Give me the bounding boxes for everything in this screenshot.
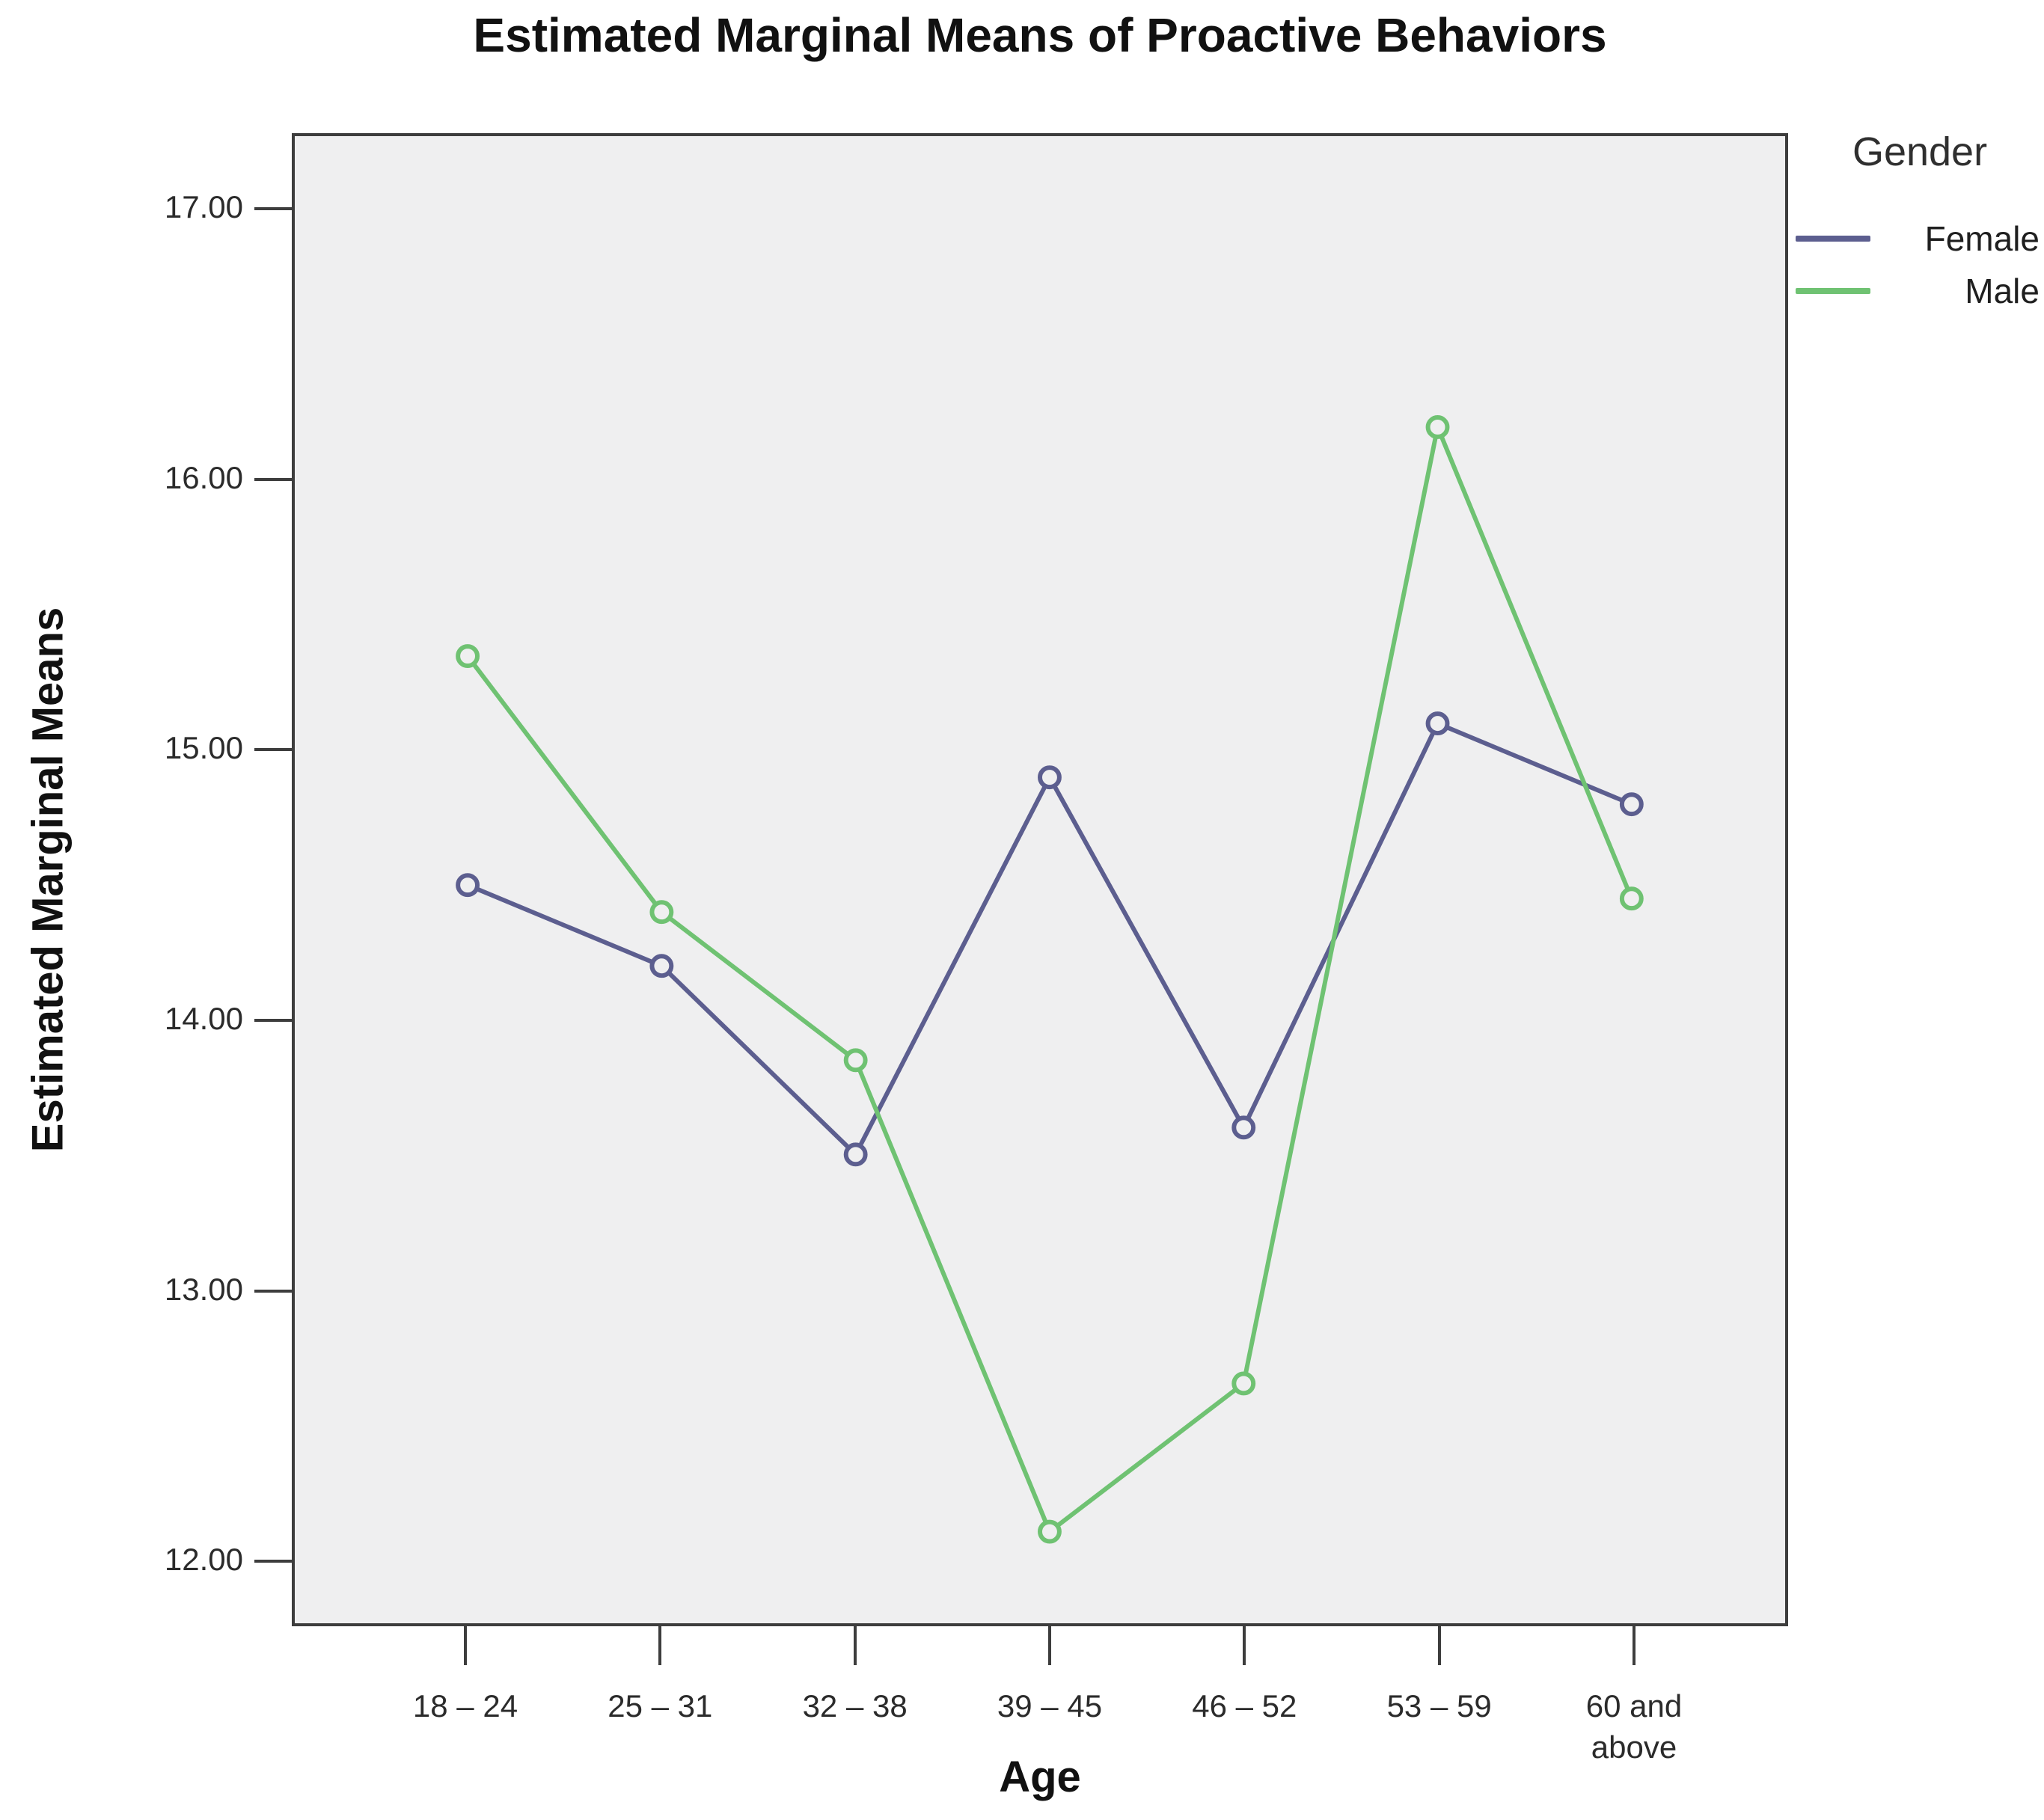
female-data-point-marker xyxy=(649,954,674,978)
chart-title: Estimated Marginal Means of Proactive Be… xyxy=(473,8,1607,62)
female-data-point-marker xyxy=(1425,711,1450,736)
x-tick-label: 60 and above xyxy=(1585,1688,1683,1765)
plot-area xyxy=(292,133,1788,1626)
male-data-point-marker xyxy=(649,900,674,925)
legend: Gender Female Male xyxy=(1796,129,2044,323)
y-tick-mark xyxy=(254,1560,292,1563)
y-tick-mark xyxy=(254,207,292,211)
y-tick-label: 15.00 xyxy=(164,730,243,766)
x-tick-mark xyxy=(853,1626,857,1665)
female-data-point-marker xyxy=(1231,1115,1256,1140)
male-line-swatch-icon xyxy=(1796,288,1870,294)
y-tick-label: 13.00 xyxy=(164,1271,243,1307)
y-tick-label: 16.00 xyxy=(164,459,243,495)
female-line-swatch-icon xyxy=(1796,236,1870,242)
x-axis-title: Age xyxy=(999,1753,1081,1801)
x-tick-mark xyxy=(1243,1626,1246,1665)
male-line xyxy=(465,419,1634,1536)
series-plot-svg xyxy=(456,415,1644,1544)
x-tick-label: 46 – 52 xyxy=(1192,1688,1297,1724)
legend-title: Gender xyxy=(1852,129,1988,174)
legend-label: Female xyxy=(1924,219,2040,258)
male-data-point-marker xyxy=(1231,1371,1256,1396)
y-tick-mark xyxy=(254,1289,292,1293)
female-data-point-marker xyxy=(843,1142,868,1167)
male-data-point-marker xyxy=(456,644,480,669)
x-tick-mark xyxy=(1437,1626,1441,1665)
legend-entry-male: Male xyxy=(1796,271,2044,311)
x-tick-mark xyxy=(1048,1626,1051,1665)
y-tick-mark xyxy=(254,1019,292,1023)
female-data-point-marker xyxy=(1619,792,1644,817)
legend-label: Male xyxy=(1965,272,2040,310)
male-data-point-marker xyxy=(1619,886,1644,911)
x-tick-mark xyxy=(658,1626,662,1665)
x-tick-label: 39 – 45 xyxy=(997,1688,1103,1724)
y-tick-mark xyxy=(254,748,292,752)
y-tick-mark xyxy=(254,477,292,481)
x-tick-label: 32 – 38 xyxy=(802,1688,908,1724)
y-tick-label: 12.00 xyxy=(164,1542,243,1578)
x-tick-label: 18 – 24 xyxy=(412,1688,518,1724)
x-tick-mark xyxy=(1633,1626,1635,1665)
y-tick-label: 14.00 xyxy=(164,1001,243,1037)
x-tick-label: 25 – 31 xyxy=(608,1688,713,1724)
legend-entry-female: Female xyxy=(1796,218,2044,259)
y-axis-title: Estimated Marginal Means xyxy=(23,607,73,1153)
x-tick-mark xyxy=(464,1626,467,1665)
male-data-point-marker xyxy=(843,1048,868,1073)
female-data-point-marker xyxy=(456,873,480,898)
y-tick-label: 17.00 xyxy=(164,189,243,225)
female-data-point-marker xyxy=(1038,765,1062,790)
legend-entries: Female Male xyxy=(1796,218,2044,311)
male-data-point-marker xyxy=(1425,415,1450,439)
male-data-point-marker xyxy=(1038,1519,1062,1544)
x-tick-label: 53 – 59 xyxy=(1386,1688,1492,1724)
